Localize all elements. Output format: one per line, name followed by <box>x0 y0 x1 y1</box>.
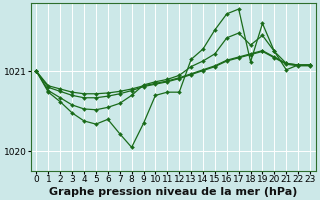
X-axis label: Graphe pression niveau de la mer (hPa): Graphe pression niveau de la mer (hPa) <box>49 187 298 197</box>
